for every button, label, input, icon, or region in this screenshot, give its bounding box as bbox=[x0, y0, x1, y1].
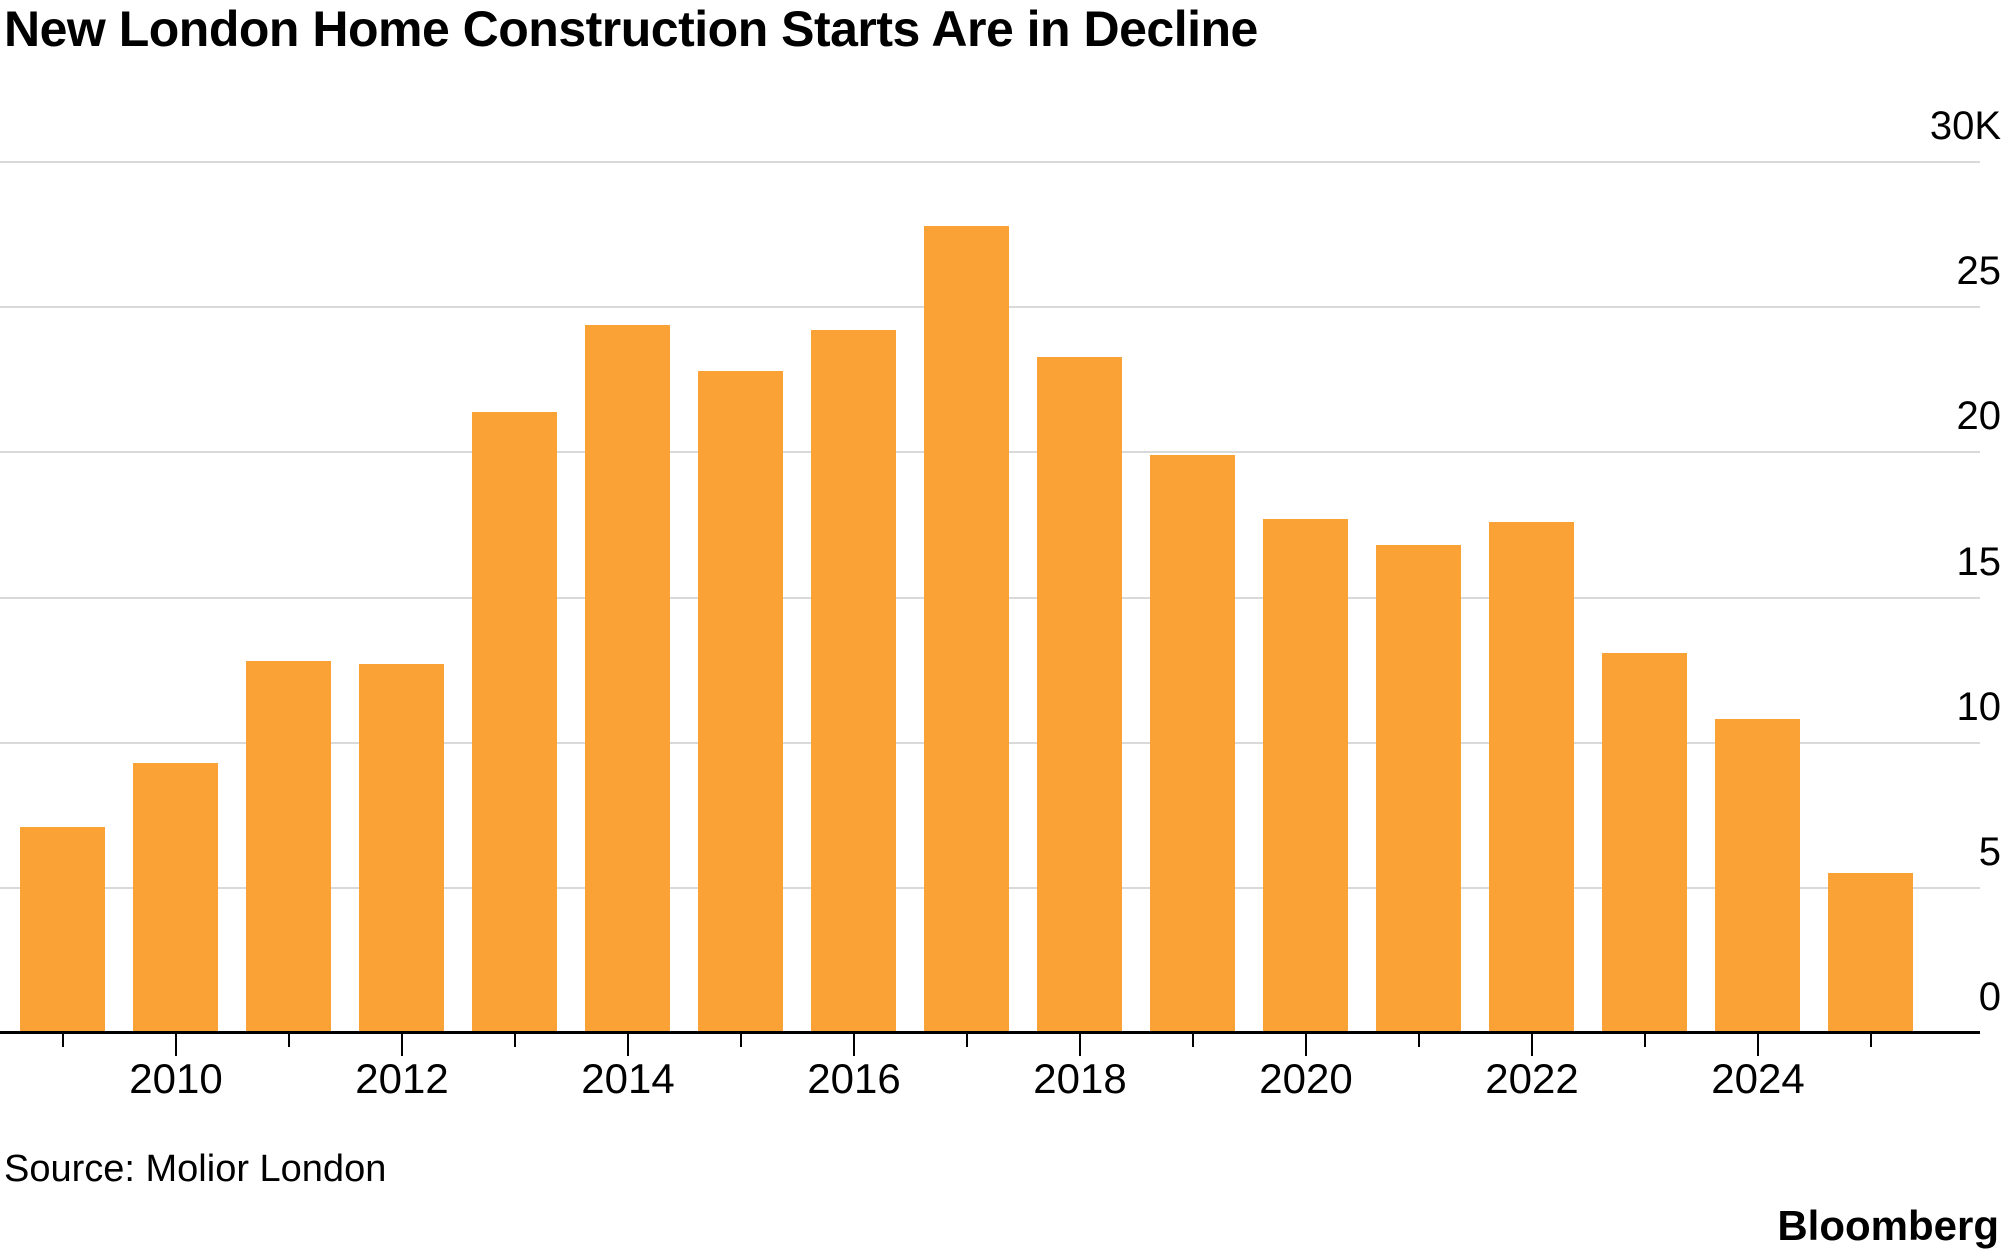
x-tick-2012 bbox=[401, 1034, 403, 1056]
y-axis-label-30K: 30K bbox=[1929, 104, 2001, 148]
x-tick-2020 bbox=[1305, 1034, 1307, 1056]
bar-2009 bbox=[20, 826, 105, 1033]
gridline-30K bbox=[0, 161, 1980, 163]
bar-2013 bbox=[472, 411, 557, 1033]
x-tick-2018 bbox=[1079, 1034, 1081, 1056]
bloomberg-logo: Bloomberg bbox=[1777, 1202, 1999, 1249]
x-tick-2013 bbox=[514, 1034, 516, 1047]
x-tick-2022 bbox=[1531, 1034, 1533, 1056]
bar-2012 bbox=[359, 664, 444, 1033]
source-note: Source: Molior London bbox=[4, 1148, 387, 1190]
x-axis-label-2014: 2014 bbox=[581, 1055, 675, 1102]
x-tick-2010 bbox=[175, 1034, 177, 1056]
x-tick-2016 bbox=[853, 1034, 855, 1056]
x-tick-2023 bbox=[1644, 1034, 1646, 1047]
bar-2010 bbox=[133, 762, 218, 1033]
x-axis-label-2016: 2016 bbox=[807, 1055, 901, 1102]
x-axis-label-2018: 2018 bbox=[1033, 1055, 1127, 1102]
x-axis-label-2020: 2020 bbox=[1259, 1055, 1353, 1102]
bar-2021 bbox=[1376, 545, 1461, 1033]
x-axis-label-2024: 2024 bbox=[1711, 1055, 1805, 1102]
bar-2023 bbox=[1602, 652, 1687, 1033]
x-tick-2025 bbox=[1870, 1034, 1872, 1047]
x-axis-label-2012: 2012 bbox=[355, 1055, 449, 1102]
bar-2019 bbox=[1150, 455, 1235, 1033]
x-tick-2019 bbox=[1192, 1034, 1194, 1047]
bar-2020 bbox=[1263, 519, 1348, 1033]
y-axis-label-10: 10 bbox=[1956, 684, 2002, 729]
bar-2011 bbox=[246, 661, 331, 1033]
bar-2014 bbox=[585, 324, 670, 1033]
x-tick-2014 bbox=[627, 1034, 629, 1056]
x-tick-2017 bbox=[966, 1034, 968, 1047]
x-tick-2011 bbox=[288, 1034, 290, 1047]
x-axis-label-2010: 2010 bbox=[129, 1055, 223, 1102]
y-axis-label-5: 5 bbox=[1978, 829, 2001, 874]
x-axis-line bbox=[0, 1031, 1980, 1034]
bar-2022 bbox=[1489, 522, 1574, 1033]
x-tick-2024 bbox=[1757, 1034, 1759, 1056]
bar-2025 bbox=[1828, 873, 1913, 1033]
x-tick-2021 bbox=[1418, 1034, 1420, 1047]
bar-2015 bbox=[698, 371, 783, 1033]
bar-2017 bbox=[924, 225, 1009, 1033]
bar-2018 bbox=[1037, 356, 1122, 1033]
y-axis-label-15: 15 bbox=[1956, 539, 2002, 584]
chart-title: New London Home Construction Starts Are … bbox=[4, 1, 1258, 57]
bar-2016 bbox=[811, 330, 896, 1033]
x-tick-2015 bbox=[740, 1034, 742, 1047]
y-axis-label-20: 20 bbox=[1956, 394, 2002, 439]
bar-2024 bbox=[1715, 719, 1800, 1033]
x-axis-label-2022: 2022 bbox=[1485, 1055, 1579, 1102]
y-axis-label-0: 0 bbox=[1978, 975, 2001, 1019]
y-axis-label-25: 25 bbox=[1956, 249, 2002, 294]
x-tick-2009 bbox=[62, 1034, 64, 1047]
